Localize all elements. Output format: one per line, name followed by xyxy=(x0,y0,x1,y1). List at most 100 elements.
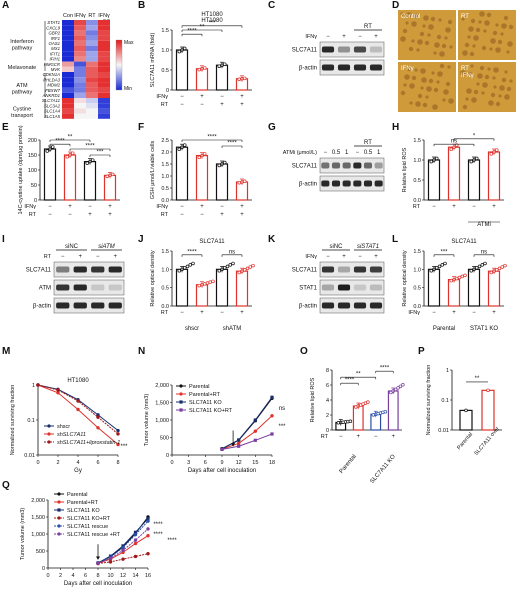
panel-Q-legend-marker xyxy=(57,508,61,512)
panel-d-cell xyxy=(487,67,491,71)
panel-L-data-point xyxy=(463,273,467,278)
panel-d-cell xyxy=(439,51,445,57)
panel-M-legend-label: shSLC7A11+liproxstatin-1 xyxy=(57,440,120,446)
panel-d-cell xyxy=(467,71,473,77)
panel-H-bar xyxy=(467,159,481,201)
panel-M-xtick-label: 2 xyxy=(56,460,59,466)
panel-a-heat-cell xyxy=(74,61,86,67)
panel-d-cell xyxy=(492,30,498,36)
panel-B-row-label: IFNγ xyxy=(156,94,168,100)
panel-a-heat-cell xyxy=(74,92,86,98)
panel-a-heat-cell xyxy=(98,72,110,78)
panel-G-band xyxy=(353,162,362,169)
panel-E-row-value: + xyxy=(108,204,112,210)
panel-F-data-point xyxy=(183,143,187,147)
panel-d-cell xyxy=(476,82,480,86)
panel-Q-ylabel: Tumor volume (mm3) xyxy=(20,508,26,561)
panel-B-data-point xyxy=(237,77,242,81)
panel-N-rt-arrowhead xyxy=(231,443,236,447)
panel-O-ylabel: Relative lipid ROS xyxy=(310,377,316,422)
panel-d-cell xyxy=(428,78,434,84)
panel-d-tile-label: RT xyxy=(461,14,469,20)
panel-G-treat-value: 0.5 xyxy=(364,150,373,156)
panel-a-heat-cell xyxy=(86,40,98,46)
panel-a-heat-cell xyxy=(86,82,98,88)
panel-L-data-point xyxy=(460,274,465,279)
panel-E-row-value: − xyxy=(48,204,52,210)
panel-a-heat-cell xyxy=(86,25,98,31)
panel-L-data-point xyxy=(495,268,499,272)
panel-O-sig-label: ** xyxy=(356,372,361,378)
panel-O-row-label: RT xyxy=(321,434,329,440)
panel-a-heat-cell xyxy=(86,87,98,93)
panel-M-data-point xyxy=(56,391,60,395)
panel-a-heat-cell xyxy=(98,77,110,83)
panel-B-row-value: + xyxy=(240,94,244,100)
panel-N-legend-marker xyxy=(179,392,183,396)
panel-G-band xyxy=(363,162,373,169)
panel-Q-ytick-label: 500 xyxy=(36,549,45,555)
panel-d-cell xyxy=(481,45,487,51)
panel-B-ytick-label: 1.5 xyxy=(161,28,169,34)
panel-F-data-point xyxy=(197,155,202,160)
panel-M-xlabel: Gy xyxy=(74,468,82,474)
panel-d-cell xyxy=(506,50,510,54)
panel-N-data-point xyxy=(236,441,241,446)
panel-j-group-label: shscr xyxy=(185,326,199,332)
panel-N-ylabel: Tumor volume (mm3) xyxy=(144,394,150,447)
panel-N-xlabel: Days after cell inoculation xyxy=(188,468,256,474)
panel-F-sig-label: **** xyxy=(227,141,237,147)
panel-N-legend-label: SLC7A11 KO xyxy=(189,400,222,406)
panel-d-cell xyxy=(495,23,499,27)
panel-d-cell xyxy=(488,100,494,106)
panel-I-blot-strip xyxy=(53,279,125,296)
panel-H-data-point xyxy=(469,159,474,164)
panel-N-data-point xyxy=(253,429,258,433)
panel-F-row-value: − xyxy=(220,204,224,210)
panel-a-heat-cell xyxy=(98,51,110,57)
panel-a-heat-cell xyxy=(74,35,86,41)
panel-C-band xyxy=(321,64,335,71)
panel-F-row-value: − xyxy=(200,212,204,218)
panel-Q-series-line xyxy=(97,520,149,564)
panel-B-row-value: − xyxy=(180,102,184,108)
panel-Q-ytick-label: 2,000 xyxy=(31,498,45,504)
panel-N-ytick-label: 500 xyxy=(160,436,169,442)
panel-a-heat-cell xyxy=(98,25,110,31)
panel-E-ytick-label: 0 xyxy=(34,198,37,204)
panel-N-xtick-label: 12 xyxy=(236,460,242,466)
panel-a-gene-label: SLC1A5 xyxy=(44,114,61,119)
panel-d-cell xyxy=(437,71,443,77)
panel-d-cell xyxy=(489,47,493,51)
panel-a-heat-cell xyxy=(62,35,74,41)
panel-C-band xyxy=(337,46,351,53)
panel-a-legend-max: Max xyxy=(124,40,134,46)
panel-d-cell xyxy=(432,104,438,110)
panel-I-band xyxy=(73,302,87,309)
panel-N-data-point xyxy=(253,418,257,422)
panel-a-heat-cell xyxy=(98,82,110,88)
panel-H-row-value: − xyxy=(472,204,476,210)
panel-B-data-point xyxy=(243,76,247,81)
panel-Q-legend-marker xyxy=(57,492,61,496)
panel-p-ytick-label: 1 xyxy=(446,368,449,374)
panel-H-bar xyxy=(487,151,501,201)
panel-J-data-point xyxy=(228,263,233,267)
panel-a-gene-label: CXCL9 xyxy=(46,25,60,30)
panel-N-data-point xyxy=(220,447,224,451)
panel-L-bar xyxy=(467,268,481,307)
panel-a-heat-cell xyxy=(86,103,98,109)
panel-d-cell xyxy=(477,73,483,79)
panel-O-data-point xyxy=(383,409,388,414)
panel-d-cell xyxy=(406,66,412,72)
panel-a-heat-cell xyxy=(98,61,110,67)
panel-O-row-value: − xyxy=(374,434,378,440)
panel-L-ylabel: Relative optical density xyxy=(402,250,408,307)
panel-letter-e: E xyxy=(2,122,9,133)
panel-H-row-label: RT xyxy=(413,204,421,210)
panel-d-cell xyxy=(478,20,482,24)
panel-Q-legend-label: SLC7A11 KO xyxy=(67,508,100,514)
panel-Q-data-point xyxy=(133,541,138,546)
panel-B-row-label: RT xyxy=(161,102,169,108)
